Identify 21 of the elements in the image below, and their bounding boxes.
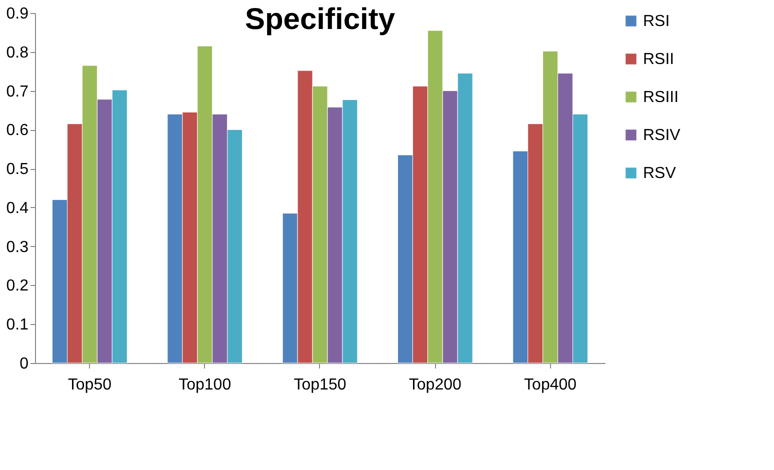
x-tick-label: Top400 — [524, 376, 577, 394]
y-tick-label: 0.1 — [6, 316, 29, 334]
x-tick-label: Top200 — [408, 376, 462, 394]
y-tick-label: 0.7 — [6, 83, 29, 100]
x-tick-label: Top50 — [68, 376, 112, 394]
y-tick-label: 0.2 — [6, 278, 29, 295]
y-tick-label: 0.4 — [6, 200, 29, 217]
y-tick-label: 0.8 — [6, 44, 29, 62]
y-tick-label: 0.9 — [6, 6, 29, 22]
y-tick-label: 0 — [20, 356, 29, 372]
y-tick-label: 0.3 — [6, 238, 29, 256]
legend-label: RSIII — [643, 89, 679, 106]
legend-label: RSIV — [643, 127, 681, 144]
legend-label: RSV — [643, 165, 676, 182]
x-tick-label: Top150 — [294, 376, 346, 394]
y-tick-label: 0.6 — [6, 122, 29, 140]
chart-title: Specificity — [244, 3, 396, 36]
legend-label: RSI — [643, 13, 670, 30]
x-tick-label: Top100 — [178, 376, 232, 394]
legend-label: RSII — [643, 51, 674, 68]
y-tick-label: 0.5 — [6, 161, 29, 178]
